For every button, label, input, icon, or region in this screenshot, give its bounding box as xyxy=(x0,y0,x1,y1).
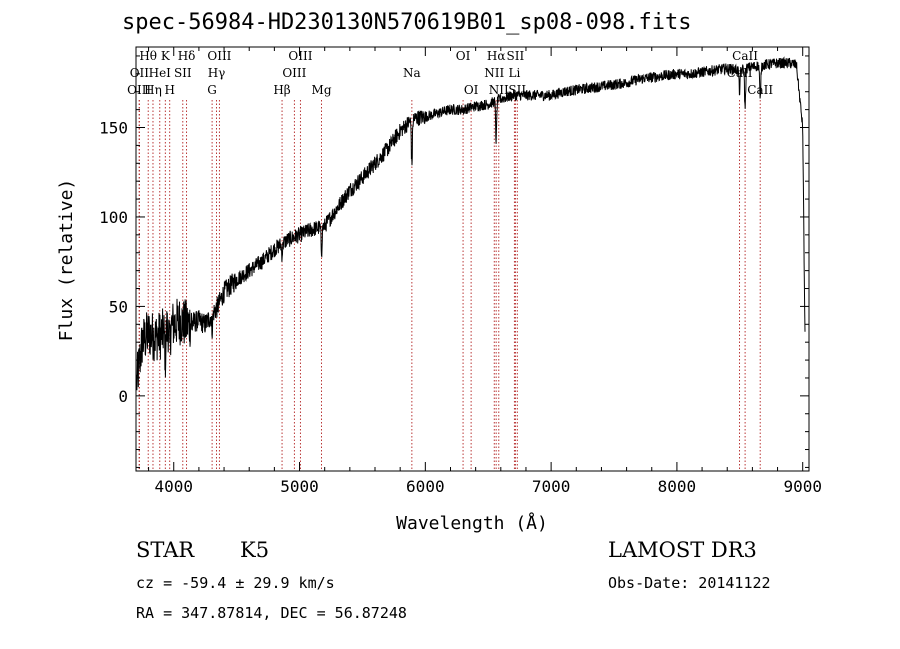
line-marker-label: OIII xyxy=(288,49,312,63)
chart-title: spec-56984-HD230130N570619B01_sp08-098.f… xyxy=(122,10,692,35)
line-marker-label: CaII xyxy=(732,49,758,63)
survey-name: LAMOST DR3 xyxy=(608,538,757,562)
line-marker-label: Li xyxy=(508,66,520,80)
x-tick-label: 9000 xyxy=(783,477,822,496)
line-marker-label: SII xyxy=(174,66,192,80)
y-axis-label: Flux (relative) xyxy=(56,179,77,342)
line-marker-label: Hθ xyxy=(139,49,157,63)
y-tick-label: 0 xyxy=(118,387,128,406)
line-marker-label: SII xyxy=(507,49,525,63)
line-marker-label: OI xyxy=(456,49,471,63)
line-marker-label: K xyxy=(161,49,171,63)
axes: 4000 5000 6000 7000 8000 9000 0 50 100 150 xyxy=(99,47,822,496)
line-marker-label: OI xyxy=(464,83,479,97)
line-marker-label: Mg xyxy=(312,83,332,97)
redshift-info: cz = -59.4 ± 29.9 km/s xyxy=(136,574,335,592)
x-tick-label: 5000 xyxy=(280,477,319,496)
line-marker-label: OIII xyxy=(127,83,151,97)
x-tick-label: 4000 xyxy=(154,477,193,496)
line-marker-label: Na xyxy=(403,66,421,80)
line-marker-label: OII xyxy=(130,66,150,80)
spectrum-line xyxy=(136,56,806,391)
line-marker-label: Hγ xyxy=(208,66,226,80)
y-tick-label: 50 xyxy=(109,297,128,316)
line-marker-label: HeI xyxy=(149,66,172,80)
y-tick-label: 150 xyxy=(99,119,128,138)
line-marker-label: G xyxy=(207,83,217,97)
object-subclass: K5 xyxy=(240,538,270,562)
x-tick-label: 6000 xyxy=(406,477,445,496)
x-tick-label: 8000 xyxy=(658,477,697,496)
y-tick-label: 100 xyxy=(99,208,128,227)
line-marker-label: Hη xyxy=(144,83,162,97)
plot-frame xyxy=(135,46,810,472)
line-marker-label: NII xyxy=(484,66,504,80)
obs-date: Obs-Date: 20141122 xyxy=(608,574,771,592)
x-axis-label: Wavelength (Å) xyxy=(396,512,548,534)
object-class: STAR xyxy=(136,538,195,562)
coordinates: RA = 347.87814, DEC = 56.87248 xyxy=(136,604,407,622)
line-marker-label: NII xyxy=(489,83,509,97)
line-marker-label: OIII xyxy=(207,49,231,63)
spectrum-series xyxy=(136,56,806,391)
line-marker-label: H xyxy=(164,83,174,97)
line-marker-label: Hβ xyxy=(273,83,290,97)
line-marker-label: Hα xyxy=(487,49,506,63)
line-marker-label: Hδ xyxy=(178,49,196,63)
line-marker-label: OIII xyxy=(282,66,306,80)
x-tick-label: 7000 xyxy=(532,477,571,496)
